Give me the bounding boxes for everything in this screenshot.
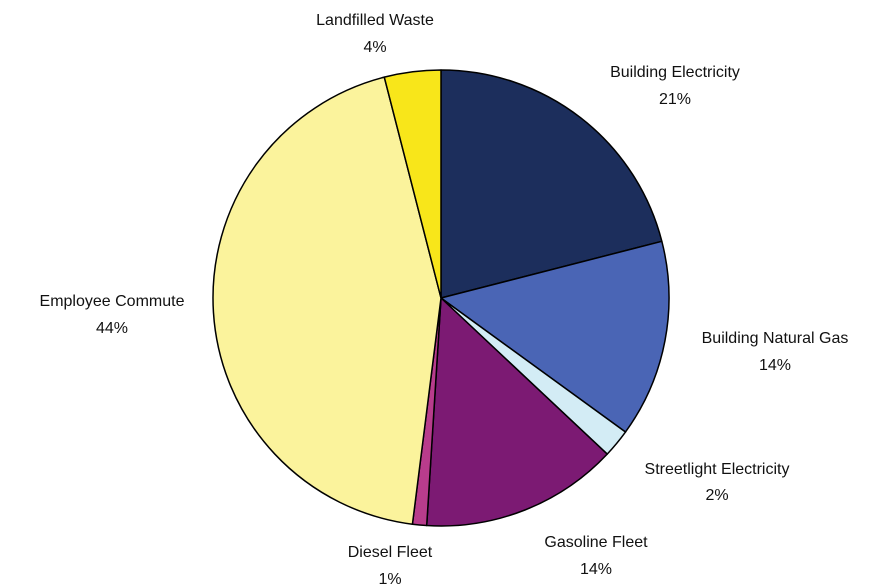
slice-value-gasoline-fleet: 14% bbox=[580, 561, 612, 578]
slice-value-diesel-fleet: 1% bbox=[378, 571, 401, 587]
slice-label-gasoline-fleet: Gasoline Fleet bbox=[544, 534, 648, 551]
pie-slice-landfilled-waste bbox=[383, 69, 442, 299]
pie-slice-building-electricity bbox=[440, 69, 663, 299]
slice-label-building-natural-gas: Building Natural Gas bbox=[702, 330, 849, 347]
pie-slice-building-natural-gas bbox=[440, 240, 670, 433]
slice-value-building-electricity: 21% bbox=[659, 91, 691, 108]
slice-label-diesel-fleet: Diesel Fleet bbox=[348, 544, 433, 561]
pie-slice-employee-commute bbox=[212, 76, 442, 525]
slice-label-building-electricity: Building Electricity bbox=[610, 64, 740, 81]
pie-slice-gasoline-fleet bbox=[425, 297, 608, 527]
slice-value-employee-commute: 44% bbox=[96, 320, 128, 337]
slice-value-streetlight-electricity: 2% bbox=[705, 487, 728, 504]
slice-label-employee-commute: Employee Commute bbox=[40, 293, 185, 310]
slice-label-landfilled-waste: Landfilled Waste bbox=[316, 12, 434, 29]
slice-value-landfilled-waste: 4% bbox=[363, 39, 386, 56]
slice-value-building-natural-gas: 14% bbox=[759, 357, 791, 374]
slice-label-streetlight-electricity: Streetlight Electricity bbox=[645, 461, 790, 478]
pie-labels: Building Electricity 21% Building Natura… bbox=[40, 12, 849, 587]
pie-slices bbox=[212, 69, 670, 527]
